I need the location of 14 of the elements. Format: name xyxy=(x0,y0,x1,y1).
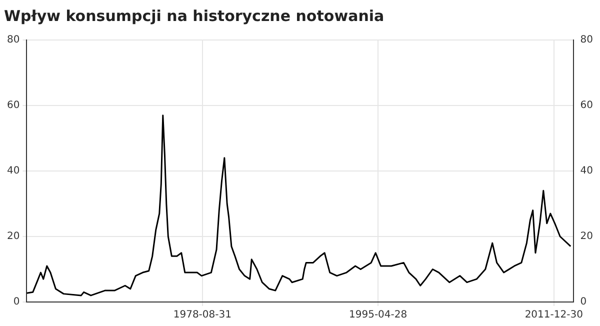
y2-tick-label: 80 xyxy=(580,34,594,46)
y-tick-label: 80 xyxy=(6,34,20,46)
y2-tick-label: 0 xyxy=(580,296,587,308)
y-tick-label: 40 xyxy=(6,166,20,177)
y-tick-label: 20 xyxy=(6,231,20,242)
x-tick-label: 1995-04-28 xyxy=(349,310,408,321)
y2-tick-label: 40 xyxy=(580,166,594,177)
y-tick-label: 0 xyxy=(13,296,20,308)
y-tick-label: 60 xyxy=(6,100,20,112)
y2-tick-label: 60 xyxy=(580,100,594,112)
chart-title: Wpływ konsumpcji na historyczne notowania xyxy=(4,6,384,25)
x-tick-label: 2011-12-30 xyxy=(524,310,583,321)
x-tick-label: 1978-08-31 xyxy=(173,310,232,321)
y2-tick-label: 20 xyxy=(580,231,594,242)
